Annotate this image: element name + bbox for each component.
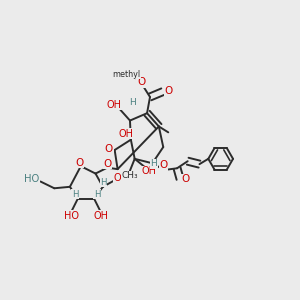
- Text: methyl: methyl: [112, 70, 140, 79]
- Text: HO: HO: [24, 174, 39, 184]
- Text: O: O: [164, 85, 173, 95]
- Text: O: O: [105, 144, 113, 154]
- Text: H: H: [151, 159, 157, 168]
- Text: H: H: [94, 190, 100, 199]
- Text: OH: OH: [119, 129, 134, 139]
- Text: OH: OH: [114, 173, 129, 183]
- Text: O: O: [75, 158, 83, 168]
- Text: HO: HO: [64, 211, 79, 221]
- Text: O: O: [137, 77, 145, 87]
- Text: CH₃: CH₃: [122, 171, 138, 180]
- Text: O: O: [103, 158, 111, 169]
- Text: OH: OH: [106, 100, 122, 110]
- Text: O: O: [159, 160, 168, 170]
- Text: H: H: [100, 178, 107, 187]
- Text: OH: OH: [93, 211, 108, 221]
- Text: H: H: [129, 98, 136, 107]
- Text: O: O: [182, 174, 190, 184]
- Text: H: H: [72, 190, 78, 199]
- Text: OH: OH: [142, 166, 157, 176]
